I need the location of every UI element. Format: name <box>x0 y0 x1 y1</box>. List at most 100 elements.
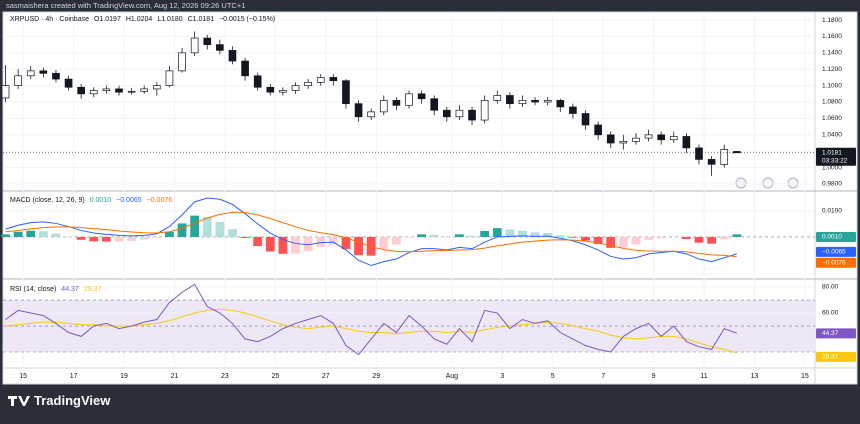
last-price-label: 1.0181 <box>822 149 842 156</box>
legend-text: H1.0204 <box>126 16 153 23</box>
candle-body <box>40 71 47 73</box>
histogram-bar <box>430 235 439 237</box>
countdown: 03:33:22 <box>822 157 848 164</box>
candle-body <box>569 107 576 114</box>
histogram-bar <box>1 234 10 237</box>
y-tick-label: 1.1800 <box>822 17 842 24</box>
histogram-bar <box>178 223 187 237</box>
candle-body <box>128 91 135 92</box>
histogram-bar <box>732 234 741 237</box>
axis-value-label: 44.37 <box>822 330 839 337</box>
candle-body <box>683 136 690 147</box>
histogram-bar <box>392 237 401 245</box>
candle-body <box>305 82 312 85</box>
candle-body <box>645 135 652 138</box>
caption: sasmaishera created with TradingView.com… <box>6 1 245 10</box>
candle-body <box>2 86 9 98</box>
histogram-bar <box>14 232 23 237</box>
candle-body <box>456 110 463 117</box>
x-tick-label: 21 <box>171 373 179 380</box>
candle-body <box>582 114 589 125</box>
candle-body <box>90 91 97 94</box>
legend-text: −0.0065 <box>116 197 142 204</box>
candle-body <box>15 76 22 86</box>
candle-body <box>620 141 627 143</box>
candle-body <box>153 86 160 89</box>
histogram-bar <box>77 237 86 240</box>
x-tick-label: 29 <box>372 373 380 380</box>
histogram-bar <box>468 236 477 237</box>
histogram-bar <box>682 237 691 239</box>
histogram-bar <box>354 237 363 255</box>
x-tick-label: 27 <box>322 373 330 380</box>
x-tick-label: 19 <box>120 373 128 380</box>
histogram-bar <box>102 237 111 242</box>
histogram-bar <box>152 237 161 238</box>
x-tick-label: 15 <box>19 373 27 380</box>
candle-body <box>443 110 450 117</box>
legend-text: L1.0180 <box>157 16 182 23</box>
candle-body <box>141 89 148 91</box>
candle-body <box>267 87 274 92</box>
candle-body <box>696 148 703 159</box>
candle-body <box>78 87 85 94</box>
candle-body <box>254 76 261 87</box>
axis-value-label: −0.0065 <box>822 249 846 256</box>
histogram-bar <box>556 235 565 237</box>
histogram-bar <box>266 237 275 252</box>
candle-body <box>708 159 715 164</box>
histogram-bar <box>241 237 250 238</box>
y-tick-label: 0.9800 <box>822 181 842 188</box>
x-tick-label: Aug <box>446 373 459 380</box>
candle-body <box>330 77 337 80</box>
y-tick-label: 80.00 <box>822 284 839 291</box>
legend-text: 0.0010 <box>90 197 112 204</box>
candle-body <box>418 94 425 99</box>
x-tick-label: 5 <box>551 373 555 380</box>
legend-text: RSI (14, close) <box>10 286 56 293</box>
legend-text: MACD (close, 12, 26, 9) <box>10 197 85 204</box>
y-tick-label: 1.0800 <box>822 99 842 106</box>
legend-text: −0.0076 <box>147 197 173 204</box>
candle-body <box>65 79 72 87</box>
candle-body <box>279 91 286 93</box>
histogram-bar <box>569 237 578 238</box>
candle-body <box>632 138 639 141</box>
candle-body <box>342 81 349 104</box>
candle-body <box>103 89 110 91</box>
y-tick-label: 1.1000 <box>822 82 842 89</box>
histogram-bar <box>707 237 716 244</box>
x-tick-label: 3 <box>500 373 504 380</box>
candle-body <box>607 135 614 143</box>
candle-body <box>393 100 400 105</box>
y-tick-label: 0.0100 <box>822 208 842 215</box>
candle-body <box>116 89 123 92</box>
histogram-bar <box>695 237 704 243</box>
legend-text: −0.0015 (−0.15%) <box>219 16 275 23</box>
x-tick-label: 23 <box>221 373 229 380</box>
histogram-bar <box>619 237 628 248</box>
candle-body <box>216 45 223 51</box>
candle-body <box>469 110 476 120</box>
histogram-bar <box>228 229 237 237</box>
candle-body <box>204 38 211 45</box>
x-tick-label: 9 <box>652 373 656 380</box>
histogram-bar <box>442 236 451 237</box>
histogram-bar <box>52 234 61 237</box>
x-tick-label: 15 <box>801 373 809 380</box>
axis-value-label: 29.37 <box>822 354 839 361</box>
candle-body <box>658 135 665 140</box>
histogram-bar <box>26 231 35 237</box>
histogram-bar <box>291 237 300 254</box>
candle-body <box>733 151 740 152</box>
candle-body <box>557 100 564 107</box>
histogram-bar <box>581 237 590 241</box>
brand: TradingView <box>34 393 111 408</box>
candle-body <box>179 53 186 71</box>
y-tick-label: 60.00 <box>822 310 839 317</box>
histogram-bar <box>657 237 666 238</box>
candle-body <box>406 94 413 105</box>
candle-body <box>481 100 488 120</box>
candle-body <box>431 99 438 110</box>
histogram-bar <box>417 234 426 237</box>
